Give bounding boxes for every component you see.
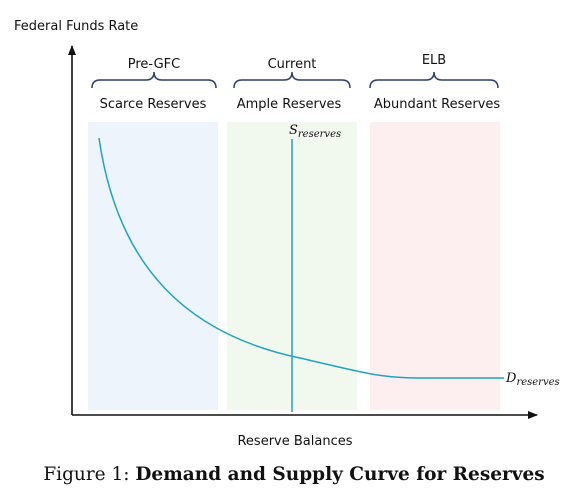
regime-label-scarce: Scarce Reserves	[100, 97, 207, 112]
demand-curve-label: Dreserves	[505, 371, 560, 388]
figure-caption: Figure 1: Demand and Supply Curve for Re…	[0, 464, 588, 485]
band-scarce-reserves	[88, 122, 218, 410]
period-label-current: Current	[268, 57, 317, 72]
caption-prefix: Figure 1:	[43, 464, 130, 485]
brace-current	[233, 71, 351, 89]
regime-label-abundant: Abundant Reserves	[374, 97, 501, 112]
band-abundant-reserves	[370, 122, 500, 410]
x-axis-label: Reserve Balances	[237, 434, 352, 449]
brace-pre-gfc	[91, 71, 217, 89]
y-axis-label: Federal Funds Rate	[14, 19, 138, 34]
demand-curve	[98, 137, 500, 379]
supply-curve-label: Sreserves	[289, 123, 341, 140]
period-label-elb: ELB	[422, 53, 446, 68]
caption-title: Demand and Supply Curve for Reserves	[135, 464, 545, 485]
period-label-pre-gfc: Pre-GFC	[128, 57, 180, 72]
regime-label-ample: Ample Reserves	[237, 97, 342, 112]
brace-elb	[369, 71, 499, 89]
diagram-canvas: Federal Funds Rate Reserve Balances Pre-…	[14, 19, 560, 449]
